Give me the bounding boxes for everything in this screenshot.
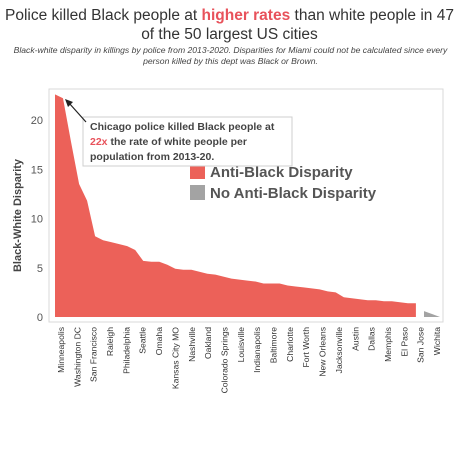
x-tick-label: Oakland <box>203 327 213 359</box>
x-tick-label: Charlotte <box>285 327 295 362</box>
annotation-box <box>82 116 293 167</box>
x-tick-label: Dallas <box>367 327 377 351</box>
annotation-arrow-head <box>65 99 73 107</box>
x-tick-label: Seattle <box>138 327 148 354</box>
title-pre: Police killed Black people at <box>5 7 202 24</box>
x-tick-label: Memphis <box>383 327 393 362</box>
x-tick-label: Austin <box>350 327 360 351</box>
x-tick-label: Wichita <box>432 327 442 355</box>
title-post: than white people in 47 of the 50 larges… <box>141 7 454 43</box>
x-tick-label: Philadelphia <box>121 327 131 374</box>
x-tick-label: Indianapolis <box>252 327 262 373</box>
legend-swatch <box>190 185 205 200</box>
annotation-arrow-line <box>68 102 87 123</box>
x-tick-label: Kansas City MO <box>170 327 180 389</box>
x-tick-label: Baltimore <box>269 327 279 364</box>
x-tick-label: San Jose <box>416 327 426 363</box>
chart-subtitle: Black-white disparity in killings by pol… <box>13 45 448 66</box>
x-tick-label: Jacksonville <box>334 327 344 374</box>
y-tick-label: 10 <box>31 214 43 226</box>
x-tick-label: Washington DC <box>72 327 82 387</box>
annotation-line-2: 22x the rate of white people per <box>90 136 247 148</box>
annotation-line-3: population from 2013-20. <box>90 151 214 163</box>
x-tick-label: Raleigh <box>105 327 115 356</box>
legend-label: No Anti-Black Disparity <box>210 185 377 202</box>
y-axis-label: Black-White Disparity <box>12 158 24 272</box>
x-tick-label: Minneapolis <box>56 327 66 373</box>
y-tick-label: 20 <box>31 115 43 127</box>
y-tick-label: 15 <box>31 164 43 176</box>
x-tick-label: New Orleans <box>318 327 328 377</box>
x-tick-label: Fort Worth <box>301 327 311 368</box>
plot-frame <box>48 88 444 323</box>
x-tick-label: Omaha <box>154 327 164 355</box>
x-tick-label: Louisville <box>236 327 246 363</box>
legend-swatch <box>190 164 205 179</box>
annotation-line-1: Chicago police killed Black people at <box>90 121 275 133</box>
chart-title: Police killed Black people at higher rat… <box>0 6 459 44</box>
legend-label: Anti-Black Disparity <box>210 164 353 181</box>
x-tick-label: El Paso <box>399 327 409 357</box>
title-highlight: higher rates <box>201 7 291 24</box>
y-tick-label: 0 <box>37 312 43 324</box>
no-anti-black-area <box>424 311 440 317</box>
x-tick-label: San Francisco <box>89 327 99 382</box>
anti-black-area <box>55 94 416 318</box>
y-tick-label: 5 <box>37 263 43 275</box>
x-tick-label: Nashville <box>187 327 197 362</box>
x-tick-label: Colorado Springs <box>219 327 229 393</box>
